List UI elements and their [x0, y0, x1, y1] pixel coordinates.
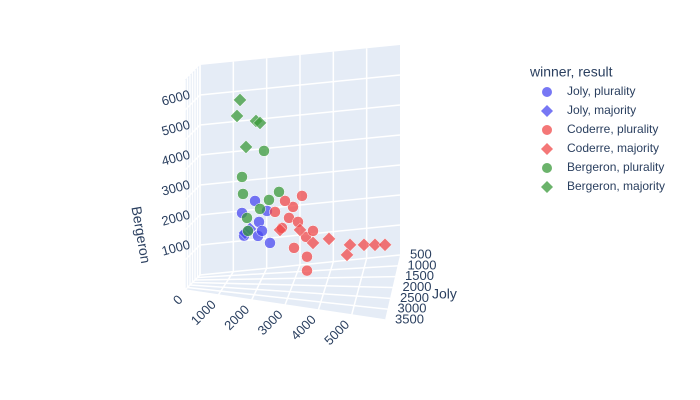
point: [368, 237, 382, 252]
x-tick-label: 0: [170, 292, 186, 308]
point: [301, 264, 313, 277]
legend-label: Bergeron, majority: [567, 179, 665, 193]
y-tick-label: 2500: [400, 290, 429, 305]
point: [378, 237, 392, 252]
point: [269, 206, 281, 218]
point: [306, 235, 320, 250]
point: [236, 171, 248, 183]
grid-line: [199, 164, 401, 186]
point: [288, 242, 300, 254]
z-tick-label: 1000: [160, 237, 192, 259]
point: [241, 212, 253, 224]
legend-title: winner, result: [529, 64, 613, 80]
grid-line: [184, 184, 201, 201]
point: [293, 222, 307, 237]
y-tick-label: 1000: [408, 257, 437, 272]
point: [357, 237, 371, 252]
grid-line: [199, 194, 401, 216]
grid-line: [184, 289, 386, 321]
point: [239, 139, 253, 154]
legend-marker: [541, 105, 553, 117]
grid-line: [184, 124, 201, 141]
grid-line: [184, 94, 201, 111]
grid-line: [187, 286, 388, 310]
z-tick-label: 5000: [160, 117, 192, 139]
grid-line: [189, 284, 391, 300]
grid-line: [184, 244, 201, 261]
point: [233, 92, 247, 107]
point: [230, 108, 244, 123]
y-tick-label: 500: [410, 246, 432, 261]
z-tick-label: 4000: [160, 147, 192, 169]
point: [322, 231, 336, 246]
grid-line: [184, 214, 201, 231]
grid-line: [199, 254, 401, 276]
x-tick-label: 5000: [321, 317, 352, 348]
point: [263, 194, 275, 206]
y-tick-label: 2000: [403, 279, 432, 294]
point: [254, 203, 266, 215]
point: [301, 250, 313, 263]
z-tick-label: 3000: [160, 177, 192, 199]
point: [253, 115, 267, 130]
x-tick-label: 1000: [188, 297, 219, 328]
grid-line: [184, 154, 201, 171]
point: [340, 247, 354, 262]
legend-label: Coderre, plurality: [567, 122, 658, 136]
legend-marker: [541, 143, 553, 155]
grid-line: [199, 104, 401, 126]
y-axis-title: Joly: [432, 286, 457, 302]
point: [307, 225, 319, 237]
legend-marker: [541, 181, 553, 193]
point: [258, 145, 270, 157]
point: [273, 222, 287, 237]
legend-label: Bergeron, plurality: [567, 160, 664, 174]
legend-marker: [542, 125, 552, 135]
point: [279, 195, 291, 207]
legend-label: Coderre, majority: [567, 141, 659, 155]
grid-line: [197, 265, 398, 279]
legend-label: Joly, plurality: [567, 84, 635, 98]
x-tick-label: 2000: [221, 302, 252, 333]
grid-line: [192, 281, 393, 289]
point: [256, 225, 268, 237]
grid-line: [199, 74, 401, 96]
legend-marker: [542, 163, 552, 173]
grid-line: [199, 134, 401, 156]
point: [287, 201, 299, 213]
y-tick-label: 3000: [398, 301, 427, 316]
legend-marker: [542, 87, 552, 97]
point: [242, 225, 254, 237]
legend-label: Joly, majority: [567, 103, 636, 117]
x-tick-label: 3000: [254, 307, 285, 338]
point: [264, 237, 276, 249]
point: [237, 188, 249, 200]
point: [273, 186, 285, 198]
z-axis-title: Bergeron: [128, 205, 154, 264]
z-tick-label: 2000: [160, 207, 192, 229]
x-tick-label: 4000: [288, 312, 319, 343]
grid-line: [194, 275, 396, 281]
y-tick-label: 3500: [395, 311, 424, 326]
y-tick-label: 1500: [405, 268, 434, 283]
z-tick-label: 6000: [160, 87, 192, 109]
point: [296, 190, 308, 202]
